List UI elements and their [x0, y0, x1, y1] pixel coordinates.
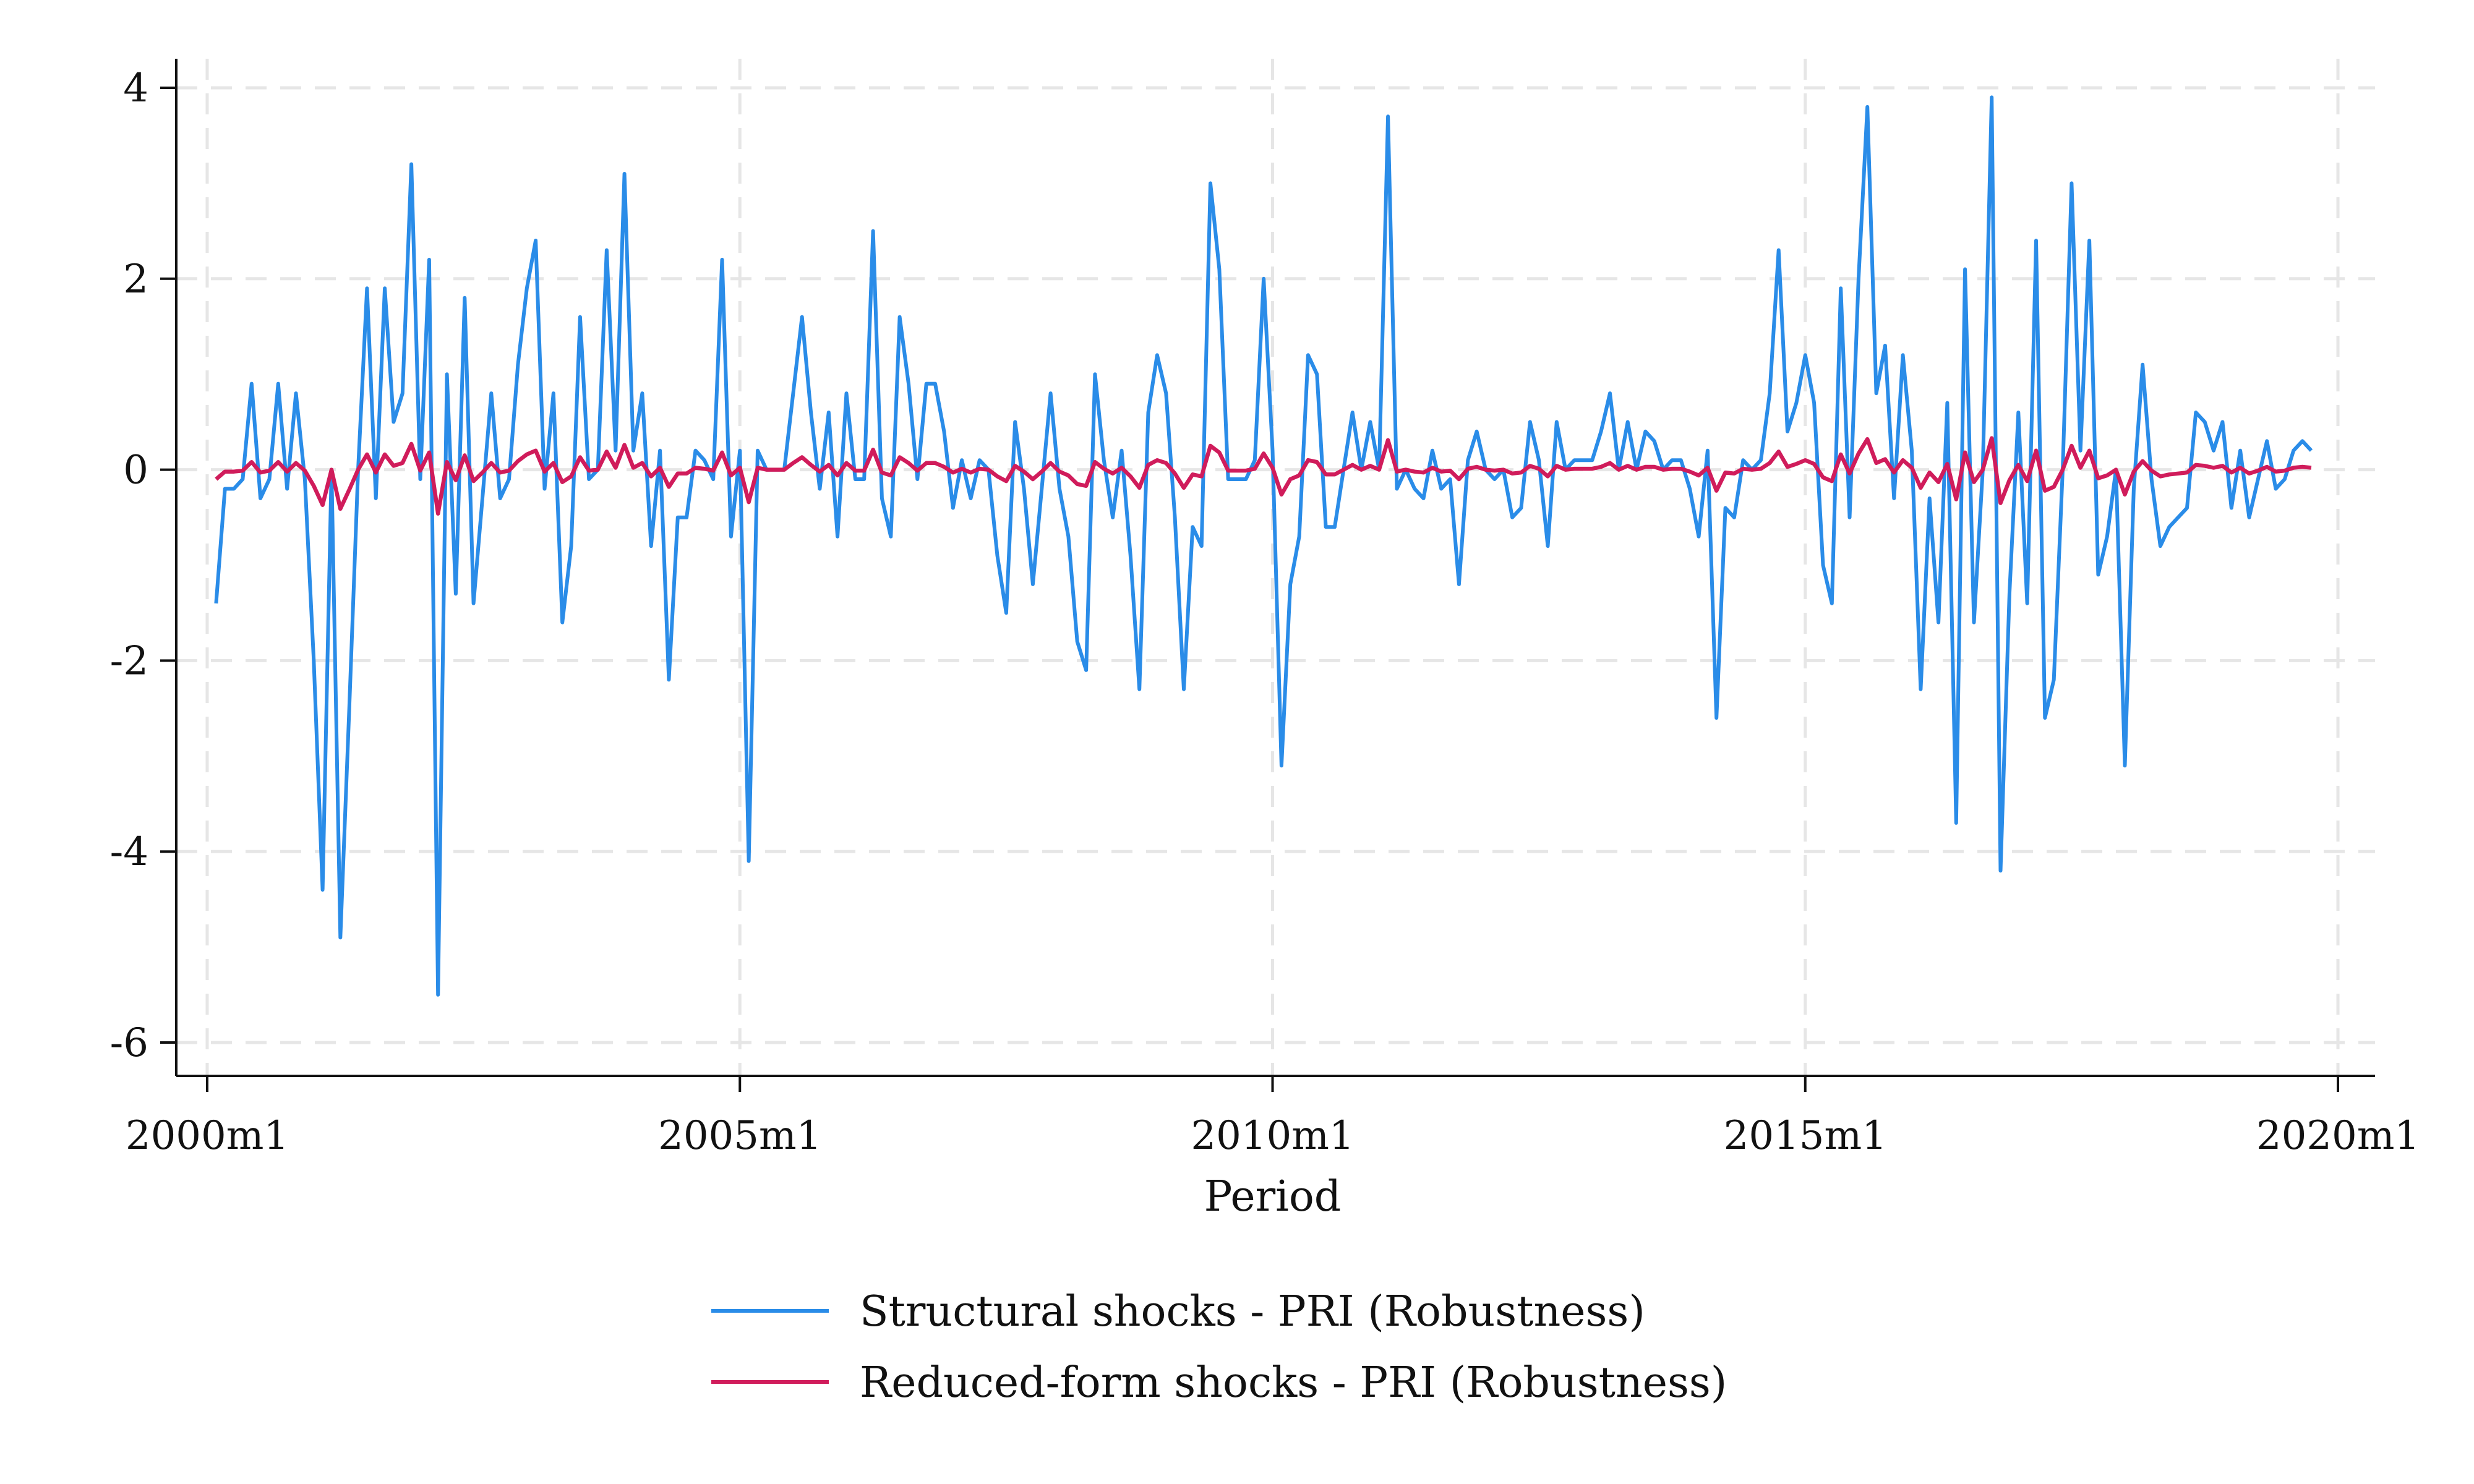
x-tick-label: 2015m1 — [1724, 1113, 1887, 1159]
x-tick-label: 2020m1 — [2256, 1113, 2420, 1159]
series-line-2 — [215, 436, 2312, 516]
legend-label-1: Structural shocks - PRI (Robustness) — [860, 1287, 1645, 1336]
x-tick-label: 2010m1 — [1191, 1113, 1354, 1159]
series-lines — [214, 95, 2313, 997]
y-tick-label: -4 — [110, 829, 148, 875]
legend-label-2: Reduced-form shocks - PRI (Robustness) — [860, 1358, 1727, 1407]
y-tick-label: -2 — [110, 638, 148, 684]
x-tick-label: 2000m1 — [126, 1113, 289, 1159]
axes — [160, 59, 2375, 1092]
x-axis-title: Period — [1204, 1172, 1342, 1221]
tick-labels: -6 -4 -2 0 2 4 2000m1 2005m1 2010m1 2015m1 2020m1 — [110, 66, 2420, 1159]
y-tick-label: 4 — [123, 66, 148, 111]
series-line-1 — [214, 95, 2313, 997]
y-tick-label: 0 — [123, 448, 148, 493]
y-tick-label: -6 — [110, 1020, 148, 1066]
legend: Structural shocks - PRI (Robustness) Redu… — [711, 1287, 1727, 1407]
y-tick-label: 2 — [123, 257, 148, 302]
x-tick-label: 2005m1 — [658, 1113, 821, 1159]
